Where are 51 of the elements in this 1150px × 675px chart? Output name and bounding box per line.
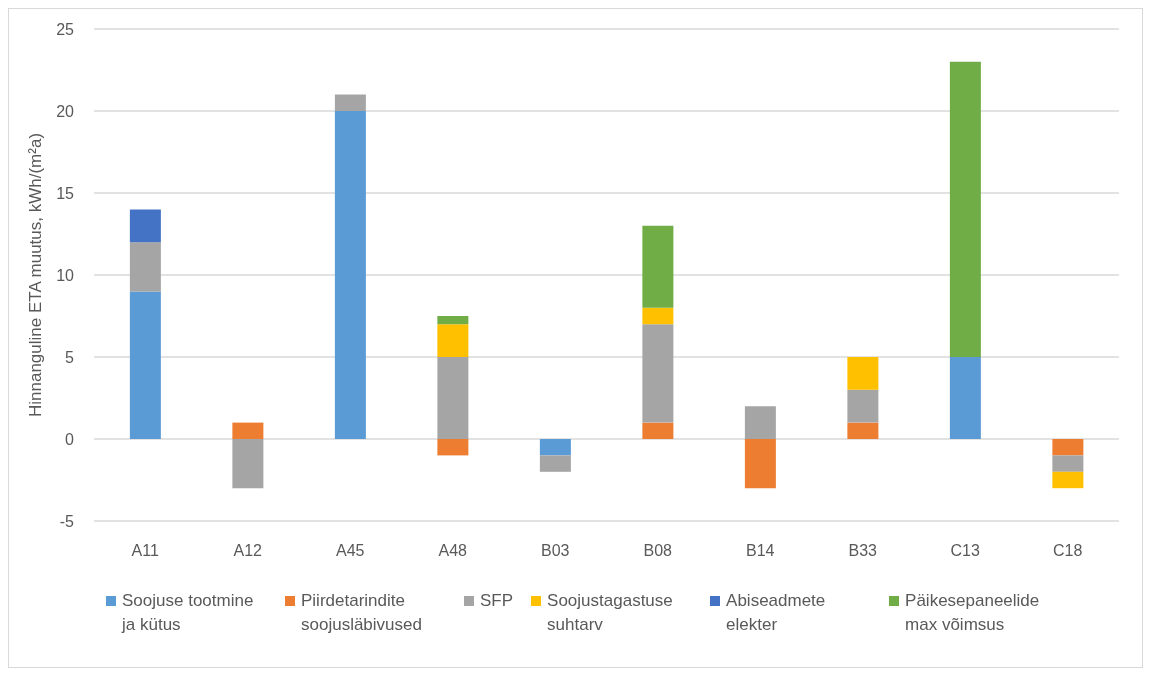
bar xyxy=(437,316,469,325)
bar xyxy=(437,324,469,357)
legend-label: Soojustagastuse suhtarv xyxy=(547,590,674,636)
legend-label: Soojuse tootmine ja kütus xyxy=(122,590,255,636)
y-tick-label: 15 xyxy=(56,184,75,202)
bar xyxy=(847,389,879,423)
y-tick-label: 10 xyxy=(56,266,75,284)
x-tick-label: A11 xyxy=(131,542,159,560)
bar xyxy=(1052,439,1084,456)
bar xyxy=(642,225,674,308)
y-tick-label: 0 xyxy=(65,430,75,448)
bar xyxy=(437,357,469,439)
x-tick-label: B14 xyxy=(746,542,775,560)
bar xyxy=(1052,455,1084,472)
bar xyxy=(642,422,674,439)
y-tick-label: 5 xyxy=(65,348,75,366)
bar xyxy=(847,422,879,439)
bar xyxy=(949,61,981,357)
bar xyxy=(129,242,161,292)
x-tick-label: B08 xyxy=(643,542,673,560)
bar xyxy=(744,406,776,439)
x-tick-label: C13 xyxy=(950,542,981,560)
bar xyxy=(334,111,366,439)
x-tick-label: B33 xyxy=(848,542,878,560)
x-tick-label: A12 xyxy=(233,542,263,560)
legend-label: Piirdetarindite soojusläbivused xyxy=(301,590,423,636)
bar xyxy=(232,439,264,489)
bar xyxy=(949,357,981,439)
bar xyxy=(642,324,674,423)
bar xyxy=(539,455,571,472)
x-tick-label: A45 xyxy=(336,542,365,560)
legend-label: SFP xyxy=(480,590,514,612)
bar xyxy=(847,357,879,390)
y-tick-label: 20 xyxy=(56,102,75,120)
bar xyxy=(642,307,674,325)
legend-label: Abiseadmete elekter xyxy=(726,590,827,636)
legend-label: Päikesepaneelide max võimsus xyxy=(905,590,1041,636)
x-tick-label: A48 xyxy=(438,542,468,560)
bar xyxy=(334,94,366,111)
bar xyxy=(1052,471,1084,489)
y-tick-label: 25 xyxy=(56,20,75,38)
y-tick-label: -5 xyxy=(59,512,75,530)
bar xyxy=(129,291,161,439)
bar xyxy=(437,439,469,456)
bar xyxy=(744,439,776,489)
bar xyxy=(129,209,161,243)
bar xyxy=(539,439,571,456)
x-tick-label: C18 xyxy=(1053,542,1083,560)
x-tick-label: B03 xyxy=(541,542,570,560)
bar xyxy=(232,422,264,439)
y-axis-title: Hinnanguline ETA muutus, kWh/(m²a) xyxy=(25,132,45,418)
